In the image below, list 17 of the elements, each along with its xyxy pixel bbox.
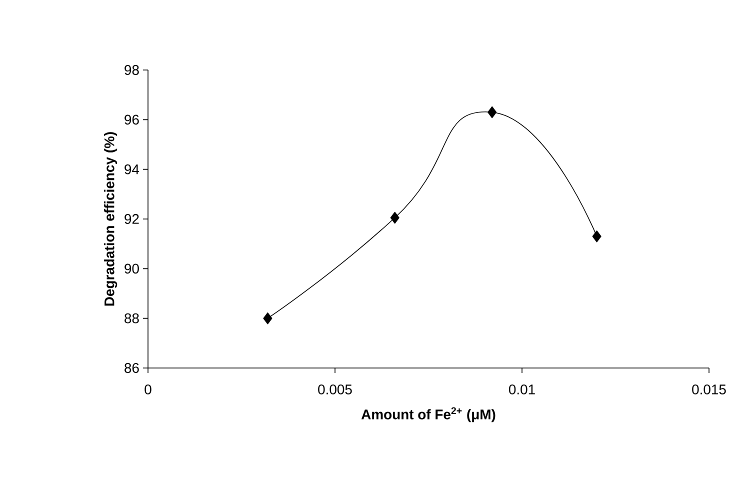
x-tick-label: 0.015 [692, 384, 726, 394]
point [390, 212, 400, 224]
point [488, 106, 497, 118]
y-tick-label: 86 [124, 363, 139, 373]
y-tick-label: 92 [124, 214, 139, 224]
x-tick-label: 0.005 [318, 384, 352, 394]
y-tick-label: 90 [124, 264, 139, 274]
x-tick-label: 0.01 [508, 384, 535, 394]
y-tick-label: 88 [124, 313, 139, 324]
x-tick-label: 0 [144, 384, 152, 394]
point [263, 312, 272, 324]
x-axis-title: Amount of Fe$^{2+}$ (μM) [361, 407, 496, 422]
y-tick-label: 98 [124, 65, 139, 75]
y-tick-label: 96 [124, 114, 139, 125]
point [592, 230, 602, 242]
y-axis-title: Degradation efficiency (%) [104, 132, 118, 306]
y-tick-label: 94 [124, 164, 140, 174]
